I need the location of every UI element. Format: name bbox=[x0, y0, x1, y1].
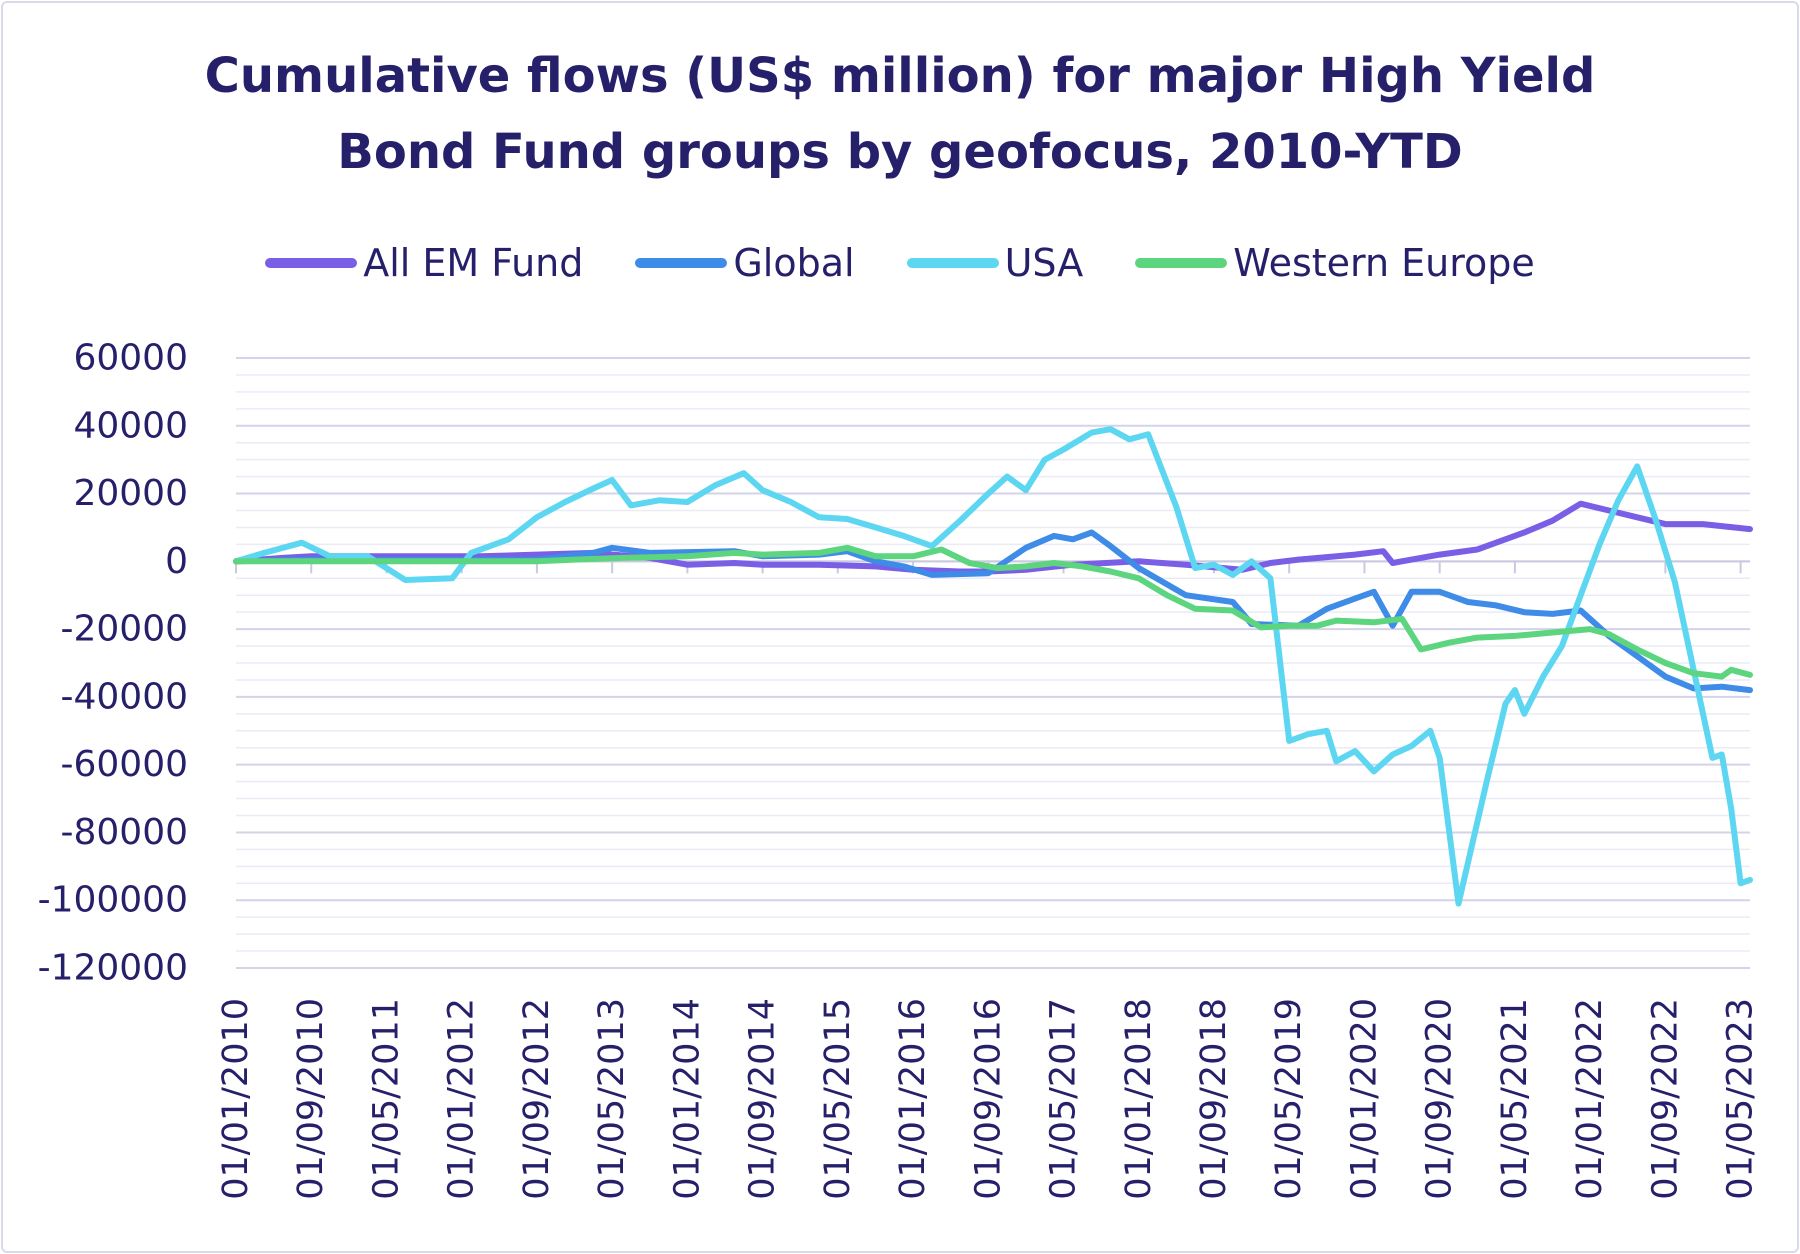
x-tick-label: 01/09/2010 bbox=[291, 998, 331, 1200]
x-tick-label: 01/05/2011 bbox=[366, 998, 406, 1200]
y-tick-label: -20000 bbox=[60, 609, 188, 650]
x-tick-label: 01/05/2017 bbox=[1044, 998, 1084, 1200]
x-tick-label: 01/01/2016 bbox=[893, 998, 933, 1200]
x-tick-label: 01/09/2022 bbox=[1645, 998, 1685, 1200]
y-tick-label: -120000 bbox=[38, 948, 188, 989]
legend-label-western-europe: Western Europe bbox=[1233, 241, 1535, 285]
x-tick-label: 01/05/2013 bbox=[592, 998, 632, 1200]
legend-label-global: Global bbox=[733, 241, 855, 285]
x-tick-label: 01/01/2020 bbox=[1344, 998, 1384, 1200]
chart-title-line-2: Bond Fund groups by geofocus, 2010-YTD bbox=[337, 124, 1463, 180]
series-line-western-europe bbox=[233, 544, 1753, 680]
chart-title: Cumulative flows (US$ million) for major… bbox=[0, 38, 1800, 190]
x-tick-label: 01/01/2018 bbox=[1119, 998, 1159, 1200]
y-tick-label: 60000 bbox=[73, 338, 188, 379]
legend-swatch-all-em-fund bbox=[265, 258, 358, 268]
x-tick-label: 01/01/2014 bbox=[667, 998, 707, 1200]
series-line-usa bbox=[233, 426, 1753, 907]
legend-label-usa: USA bbox=[1004, 241, 1084, 285]
legend-item-western-europe: Western Europe bbox=[1135, 241, 1535, 285]
x-tick-label: 01/05/2023 bbox=[1721, 998, 1761, 1200]
legend-label-all-em-fund: All EM Fund bbox=[363, 241, 584, 285]
x-tick-label: 01/05/2021 bbox=[1495, 998, 1535, 1200]
x-tick-label: 01/01/2012 bbox=[442, 998, 482, 1200]
legend-swatch-usa bbox=[906, 258, 999, 268]
x-tick-label: 01/05/2019 bbox=[1269, 998, 1309, 1200]
y-tick-label: 40000 bbox=[73, 405, 188, 446]
x-tick-label: 01/09/2018 bbox=[1194, 998, 1234, 1200]
legend-swatch-western-europe bbox=[1135, 258, 1228, 268]
grid-lines bbox=[236, 357, 1750, 969]
x-tick-label: 01/01/2022 bbox=[1570, 998, 1610, 1200]
y-tick-label: -100000 bbox=[38, 880, 188, 921]
chart-legend: All EM Fund Global USA Western Europe bbox=[0, 236, 1800, 290]
y-axis-ticks: 60000 40000 20000 0 -20000 -40000 -60000 -80000… bbox=[38, 338, 188, 989]
x-tick-label: 01/01/2010 bbox=[216, 998, 256, 1200]
chart-title-line-1: Cumulative flows (US$ million) for major… bbox=[204, 48, 1596, 104]
x-tick-label: 01/09/2020 bbox=[1420, 998, 1460, 1200]
legend-item-all-em-fund: All EM Fund bbox=[265, 241, 583, 285]
legend-item-global: Global bbox=[635, 241, 855, 285]
legend-swatch-global bbox=[635, 258, 728, 268]
y-tick-label: 20000 bbox=[73, 473, 188, 514]
legend-item-usa: USA bbox=[906, 241, 1084, 285]
series-line-all-em-fund bbox=[233, 500, 1753, 575]
series-lines bbox=[233, 426, 1753, 907]
y-tick-label: -80000 bbox=[60, 812, 188, 853]
x-axis-ticks: 01/01/2010 01/09/2010 01/05/2011 01/01/2012… bbox=[216, 561, 1761, 1200]
x-tick-label: 01/09/2016 bbox=[968, 998, 1008, 1200]
x-tick-label: 01/05/2015 bbox=[818, 998, 858, 1200]
x-tick-label: 01/09/2012 bbox=[517, 998, 557, 1200]
y-tick-label: -40000 bbox=[60, 676, 188, 717]
y-tick-label: -60000 bbox=[60, 744, 188, 785]
x-tick-label: 01/09/2014 bbox=[743, 998, 783, 1200]
y-tick-label: 0 bbox=[165, 541, 188, 582]
